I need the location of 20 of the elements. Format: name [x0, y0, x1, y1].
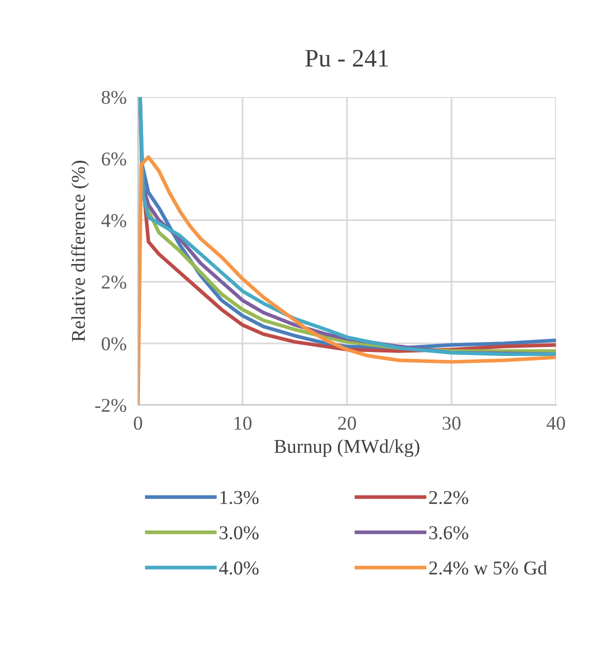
legend-label: 3.0%	[220, 526, 259, 540]
x-tick-label: 20	[338, 416, 356, 430]
legend-label: 4.0%	[219, 561, 259, 575]
x-axis-title: Burnup (MWd/kg)	[274, 439, 420, 457]
legend-label: 3.6%	[429, 526, 468, 540]
y-tick-label: 6%	[102, 152, 126, 166]
chart-title: Pu - 241	[305, 50, 388, 67]
y-tick-label: 2%	[102, 276, 126, 289]
x-tick-label: 10	[234, 416, 252, 430]
y-tick-label: 0%	[102, 337, 126, 350]
legend-label: 1.3%	[220, 490, 259, 504]
y-tick-label: 8%	[102, 90, 126, 104]
legend-label: 2.4% w 5% Gd	[429, 560, 547, 575]
y-tick-label: -2%	[95, 398, 126, 412]
x-tick-label: 30	[442, 416, 460, 430]
legend-label: 2.2%	[429, 490, 468, 504]
y-axis-title: Relative difference (%)	[71, 160, 89, 342]
x-tick-label: 0	[134, 416, 142, 430]
y-tick-label: 4%	[101, 214, 126, 228]
x-tick-label: 40	[546, 416, 565, 430]
